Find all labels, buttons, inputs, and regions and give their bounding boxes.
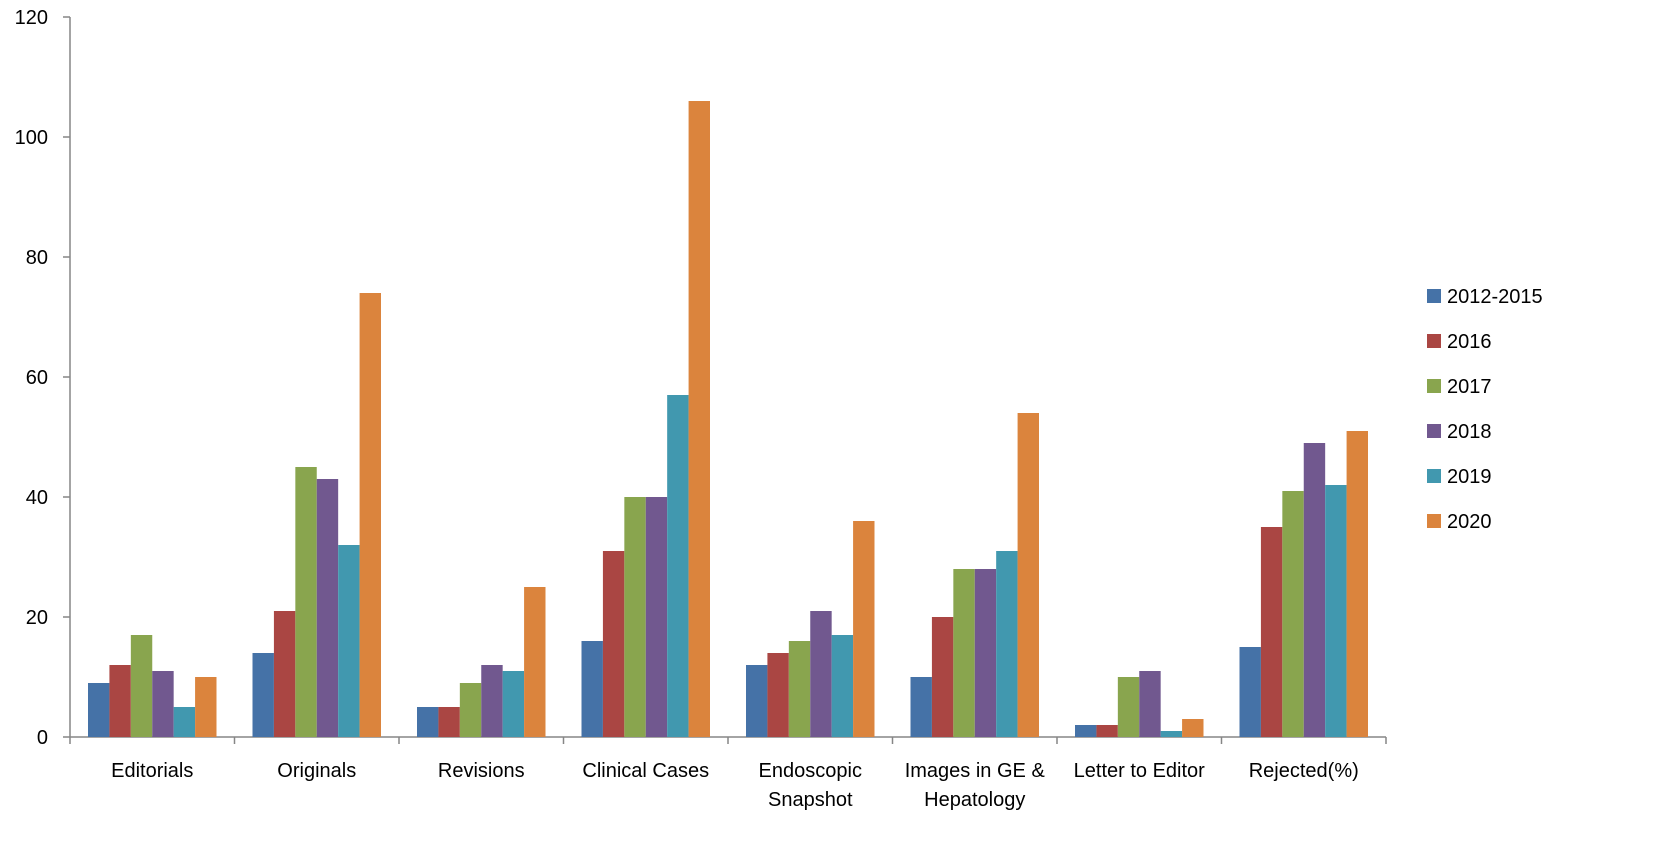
bar xyxy=(195,677,217,737)
bar xyxy=(1325,485,1347,737)
legend-label: 2020 xyxy=(1447,511,1492,533)
x-category-label-line: Editorials xyxy=(111,760,193,782)
bar xyxy=(953,569,975,737)
bar xyxy=(931,617,954,737)
legend: 2012-2015 2016 2017 2018 2019 2020 xyxy=(1427,286,1543,533)
bar xyxy=(645,497,668,737)
legend-label: 2017 xyxy=(1447,376,1492,398)
bar xyxy=(316,479,339,737)
bar xyxy=(417,707,439,737)
bar xyxy=(746,665,768,737)
bar xyxy=(438,707,460,737)
bar xyxy=(252,653,274,737)
legend-label: 2019 xyxy=(1447,466,1492,488)
bar xyxy=(1017,413,1039,737)
y-axis: 0 20 40 60 80 100 120 xyxy=(15,7,71,749)
bar xyxy=(853,521,875,737)
y-tick-label: 100 xyxy=(15,127,48,149)
y-tick-label: 60 xyxy=(26,367,48,389)
x-category-label: Editorials xyxy=(111,760,193,782)
bar xyxy=(996,551,1018,737)
bar xyxy=(810,611,832,737)
bar xyxy=(974,569,997,737)
legend-swatch xyxy=(1427,289,1441,303)
y-tick-label: 40 xyxy=(26,487,48,509)
x-category-label: Images in GE & Hepatology xyxy=(905,760,1046,811)
x-category-label-line: Clinical Cases xyxy=(582,760,709,782)
bar xyxy=(767,653,789,737)
bar xyxy=(338,545,360,737)
bar xyxy=(602,551,625,737)
bar xyxy=(273,611,296,737)
x-category-label-line: Originals xyxy=(277,760,356,782)
bar xyxy=(1282,491,1304,737)
bar xyxy=(1160,731,1183,737)
bar xyxy=(88,683,110,737)
bar xyxy=(1117,677,1140,737)
x-category-label: Revisions xyxy=(438,760,525,782)
x-category-label-line: Revisions xyxy=(438,760,525,782)
bar xyxy=(1182,719,1204,737)
x-category-label: Endoscopic Snapshot xyxy=(759,760,862,811)
bar xyxy=(667,395,689,737)
x-category-label: Letter to Editor xyxy=(1074,760,1206,782)
legend-swatch xyxy=(1427,379,1441,393)
legend-swatch xyxy=(1427,469,1441,483)
y-tick-label: 80 xyxy=(26,247,48,269)
bar xyxy=(688,101,710,737)
bar xyxy=(459,683,482,737)
legend-swatch xyxy=(1427,424,1441,438)
x-category-label-line: Images in GE & xyxy=(905,760,1046,782)
bar xyxy=(1303,443,1326,737)
bar xyxy=(1096,725,1118,737)
bar xyxy=(1139,671,1161,737)
y-tick-label: 20 xyxy=(26,607,48,629)
bar xyxy=(624,497,646,737)
y-tick-label: 0 xyxy=(37,727,48,749)
bar xyxy=(1346,431,1368,737)
bar xyxy=(152,671,174,737)
x-category-label: Originals xyxy=(277,760,356,782)
bar xyxy=(581,641,603,737)
bar xyxy=(1075,725,1097,737)
legend-label: 2016 xyxy=(1447,331,1492,353)
x-category-label: Rejected(%) xyxy=(1249,760,1359,782)
bar xyxy=(831,635,854,737)
legend-label: 2018 xyxy=(1447,421,1492,443)
bar xyxy=(1260,527,1283,737)
bar xyxy=(502,671,525,737)
bar xyxy=(481,665,503,737)
bar xyxy=(788,641,811,737)
bar xyxy=(910,677,932,737)
x-category-label-line: Hepatology xyxy=(924,789,1025,811)
legend-swatch xyxy=(1427,514,1441,528)
bar xyxy=(359,293,381,737)
bar xyxy=(1239,647,1261,737)
x-axis: Editorials Originals Revisions Clinical Cas… xyxy=(69,736,1387,811)
bar xyxy=(295,467,317,737)
x-category-label-line: Rejected(%) xyxy=(1249,760,1359,782)
x-category-label: Clinical Cases xyxy=(582,760,709,782)
y-tick-label: 120 xyxy=(15,7,48,29)
bars xyxy=(88,101,1368,737)
legend-label: 2012-2015 xyxy=(1447,286,1543,308)
bar xyxy=(524,587,546,737)
bar xyxy=(109,665,131,737)
x-category-label-line: Snapshot xyxy=(768,789,853,811)
x-category-label-line: Letter to Editor xyxy=(1074,760,1206,782)
bar xyxy=(173,707,196,737)
legend-swatch xyxy=(1427,334,1441,348)
x-category-label-line: Endoscopic xyxy=(759,760,862,782)
bar xyxy=(130,635,153,737)
